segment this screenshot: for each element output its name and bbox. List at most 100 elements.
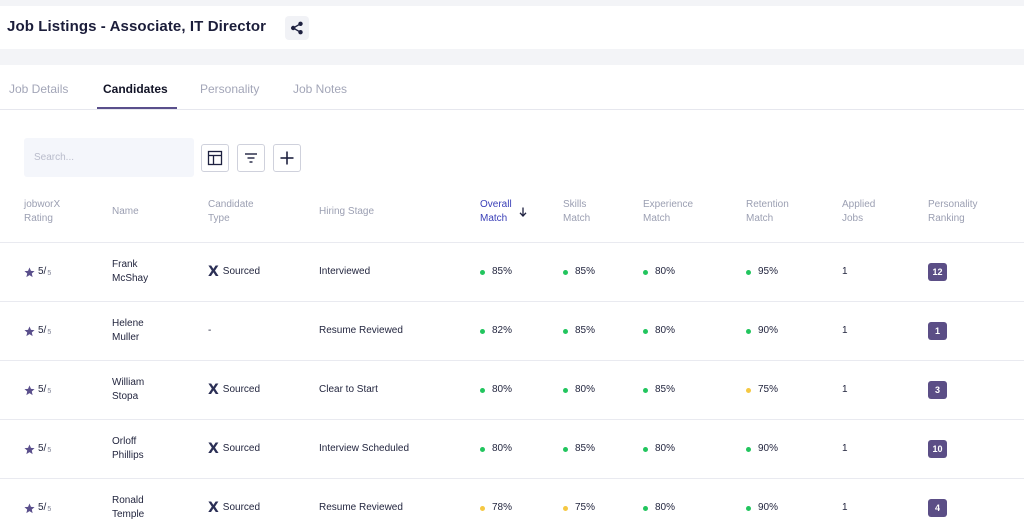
status-dot-icon	[480, 387, 485, 393]
retention-match-value: 90%	[758, 325, 779, 336]
personality-ranking-badge[interactable]: 3	[928, 381, 947, 399]
rating-denominator: 5	[47, 270, 52, 277]
hiring-stage: Interviewed	[319, 266, 371, 277]
overall-match-value: 80%	[492, 443, 513, 454]
columns-icon	[207, 150, 223, 166]
rating-denominator: 5	[47, 329, 52, 336]
header-applied-jobs[interactable]: Applied Jobs	[842, 199, 876, 224]
active-tab-indicator	[97, 107, 177, 109]
retention-match-value: 75%	[758, 384, 779, 395]
filter-button[interactable]	[237, 144, 265, 172]
candidate-name[interactable]: Helene Muller	[112, 317, 192, 345]
tab-job-details[interactable]: Job Details	[9, 82, 69, 96]
candidate-name[interactable]: Ronald Temple	[112, 494, 192, 522]
header-retention-match[interactable]: Retention Match	[746, 199, 789, 224]
header-skills-match[interactable]: Skills Match	[563, 199, 591, 224]
candidate-last-name: Phillips	[112, 450, 144, 461]
status-dot-icon	[563, 328, 568, 334]
header-jobworx-rating[interactable]: jobworX Rating	[24, 199, 61, 224]
jobworx-rating: 5/5	[24, 442, 51, 456]
skills-match-value: 85%	[575, 443, 596, 454]
skills-match: 85%	[563, 324, 595, 338]
add-candidate-button[interactable]	[273, 144, 301, 172]
table-row[interactable]: 5/5 William Stopa X Sourced Clear to Start 80%…	[0, 361, 1024, 420]
candidate-type: -	[208, 324, 211, 338]
status-dot-icon	[480, 446, 485, 452]
experience-match: 85%	[643, 383, 675, 397]
jobworx-logo-icon: X	[208, 264, 219, 280]
hiring-stage: Resume Reviewed	[319, 325, 403, 336]
header-name[interactable]: Name	[112, 206, 139, 217]
candidate-name[interactable]: William Stopa	[112, 376, 192, 404]
header-divider	[0, 49, 1024, 65]
table-row[interactable]: 5/5 Frank McShay X Sourced Interviewed 85% 85% 8…	[0, 243, 1024, 302]
candidate-type: X Sourced	[208, 442, 260, 456]
applied-jobs: 1	[842, 443, 848, 454]
tab-bar: Job Details Candidates Personality Job N…	[0, 65, 1024, 110]
page-header: Job Listings - Associate, IT Director	[0, 6, 1024, 49]
status-dot-icon	[480, 505, 485, 511]
overall-match: 80%	[480, 383, 512, 397]
tab-job-notes[interactable]: Job Notes	[293, 82, 348, 96]
top-strip	[0, 0, 1024, 6]
experience-match-value: 80%	[655, 266, 676, 277]
candidate-first-name: Orloff	[112, 436, 137, 447]
experience-match-value: 80%	[655, 502, 676, 513]
overall-match: 80%	[480, 442, 512, 456]
header-hiring-stage[interactable]: Hiring Stage	[319, 206, 375, 217]
table-row[interactable]: 5/5 Orloff Phillips X Sourced Interview Sched…	[0, 420, 1024, 479]
hiring-stage: Resume Reviewed	[319, 502, 403, 513]
header-experience-match[interactable]: Experience Match	[643, 199, 694, 224]
share-icon	[291, 21, 303, 35]
status-dot-icon	[746, 269, 751, 275]
rating-denominator: 5	[47, 388, 52, 395]
personality-ranking-badge[interactable]: 12	[928, 263, 947, 281]
tab-personality[interactable]: Personality	[200, 82, 260, 96]
overall-match-value: 78%	[492, 502, 513, 513]
plus-icon	[280, 151, 294, 165]
share-button[interactable]	[285, 16, 309, 40]
skills-match: 75%	[563, 501, 595, 515]
skills-match-value: 75%	[575, 502, 596, 513]
applied-jobs: 1	[842, 325, 848, 336]
candidate-type-label: Sourced	[222, 502, 261, 513]
header-overall-match[interactable]: Overall Match	[480, 199, 512, 224]
page-title: Job Listings - Associate, IT Director	[7, 18, 267, 35]
applied-jobs: 1	[842, 384, 848, 395]
candidate-name[interactable]: Frank McShay	[112, 258, 192, 286]
experience-match-value: 85%	[655, 384, 676, 395]
experience-match: 80%	[643, 265, 675, 279]
hiring-stage: Clear to Start	[319, 384, 378, 395]
rating-denominator: 5	[47, 447, 52, 454]
header-candidate-type[interactable]: Candidate Type	[208, 199, 254, 224]
candidate-type-label: -	[208, 325, 212, 336]
experience-match: 80%	[643, 442, 675, 456]
table-row[interactable]: 5/5 Helene Muller - Resume Reviewed 82% 85% 80%…	[0, 302, 1024, 361]
status-dot-icon	[563, 446, 568, 452]
status-dot-icon	[643, 387, 648, 393]
rating-value: 5/	[38, 266, 47, 277]
status-dot-icon	[643, 269, 648, 275]
status-dot-icon	[480, 328, 485, 334]
candidate-name[interactable]: Orloff Phillips	[112, 435, 192, 463]
search-input[interactable]	[24, 138, 194, 177]
candidate-first-name: Frank	[112, 259, 138, 270]
overall-match-value: 85%	[492, 266, 513, 277]
skills-match: 80%	[563, 383, 595, 397]
overall-match: 82%	[480, 324, 512, 338]
table-row[interactable]: 5/5 Ronald Temple X Sourced Resume Reviewed 78…	[0, 479, 1024, 531]
personality-ranking-badge[interactable]: 10	[928, 440, 947, 458]
filter-icon	[245, 153, 257, 163]
retention-match-value: 90%	[758, 443, 779, 454]
skills-match: 85%	[563, 442, 595, 456]
experience-match: 80%	[643, 501, 675, 515]
header-personality-ranking[interactable]: Personality Ranking	[928, 199, 978, 224]
tab-candidates[interactable]: Candidates	[103, 82, 168, 96]
sort-descending-icon[interactable]	[519, 207, 527, 217]
personality-ranking-badge[interactable]: 4	[928, 499, 947, 517]
candidate-first-name: William	[112, 377, 145, 388]
status-dot-icon	[746, 505, 751, 511]
status-dot-icon	[563, 269, 568, 275]
columns-button[interactable]	[201, 144, 229, 172]
personality-ranking-badge[interactable]: 1	[928, 322, 947, 340]
